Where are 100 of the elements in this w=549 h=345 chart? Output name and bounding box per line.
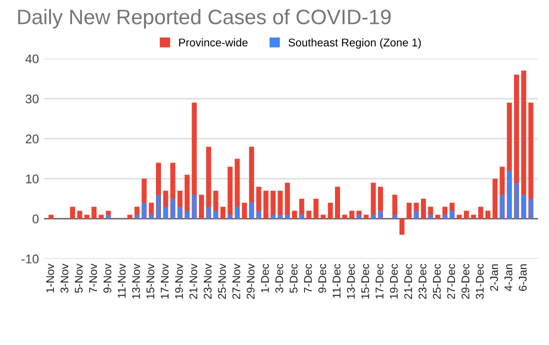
x-tick-label: 15-Dec <box>361 264 370 299</box>
bar <box>149 214 154 219</box>
bar <box>456 214 462 219</box>
x-tick-label: 3-Nov <box>60 264 68 293</box>
bar <box>77 210 82 219</box>
x-tick-label: 19-Dec <box>390 264 398 299</box>
bar <box>48 214 54 219</box>
x-tick-label: 11-Nov <box>118 264 126 298</box>
y-tick-label: 10 <box>26 174 39 184</box>
y-tick-label: 40 <box>25 54 39 64</box>
legend-label: Province-wide <box>179 38 248 46</box>
x-tick-label: 6-Jan <box>518 264 527 291</box>
x-tick-label: 21-Dec <box>404 264 412 299</box>
bar <box>435 214 440 219</box>
bar <box>364 214 369 219</box>
bar <box>500 194 504 219</box>
x-tick-label: 11-Dec <box>332 264 340 298</box>
bar <box>192 194 196 219</box>
bar <box>428 214 433 219</box>
bar <box>314 198 319 219</box>
bar <box>300 214 304 219</box>
bar <box>471 214 476 219</box>
bar <box>464 210 469 219</box>
x-tick-label: 31-Dec <box>476 264 484 300</box>
bar <box>263 190 268 219</box>
x-tick-label: 13-Dec <box>346 264 355 299</box>
bar <box>406 202 412 219</box>
x-tick-label: 9-Dec <box>318 264 326 293</box>
y-tick-label: 0 <box>32 214 39 224</box>
bar <box>328 202 333 219</box>
x-tick-label: 25-Nov <box>218 264 226 299</box>
bar <box>371 214 376 219</box>
legend-label: Southeast Region (Zone 1) <box>288 38 421 49</box>
bar <box>228 214 232 219</box>
bar <box>220 206 226 219</box>
y-tick-label: -10 <box>22 254 39 264</box>
bar <box>164 206 168 219</box>
y-tick-label: 30 <box>26 94 39 104</box>
x-tick-label: 17-Dec <box>376 264 384 299</box>
x-tick-label: 7-Dec <box>304 264 312 293</box>
x-tick-label: 9-Nov <box>103 264 112 293</box>
x-tick-label: 5-Nov <box>74 264 83 293</box>
bar <box>170 198 175 219</box>
bar <box>514 182 519 219</box>
bar <box>214 210 218 219</box>
x-tick-label: 13-Nov <box>132 264 140 299</box>
bar <box>134 214 140 219</box>
bar <box>185 210 190 219</box>
bar <box>142 202 146 219</box>
x-tick-label: 23-Nov <box>204 264 212 299</box>
bar <box>278 214 282 219</box>
bar <box>485 210 490 219</box>
bar <box>198 194 204 219</box>
x-tick-label: 3-Dec <box>275 264 284 293</box>
bar <box>320 214 326 219</box>
bar <box>378 210 383 219</box>
x-tick-label: 19-Nov <box>175 264 183 299</box>
x-tick-label: 29-Nov <box>246 264 255 299</box>
x-tick-label: 17-Nov <box>160 264 169 299</box>
bar <box>235 206 240 219</box>
bar <box>492 178 498 219</box>
bar <box>292 210 298 219</box>
bar <box>478 206 484 219</box>
bar <box>392 214 397 219</box>
chart-title: Daily New Reported Cases of COVID-19 <box>18 9 391 28</box>
x-tick-label: 21-Nov <box>189 264 198 299</box>
bar <box>250 202 254 219</box>
bar <box>84 214 90 219</box>
x-tick-label: 15-Nov <box>146 264 154 299</box>
bar <box>70 206 76 219</box>
x-tick-label: 5-Dec <box>290 264 298 293</box>
bar <box>420 198 426 219</box>
bar <box>285 214 290 219</box>
bar <box>414 210 418 219</box>
x-tick-label: 4-Jan <box>504 264 512 292</box>
x-tick-label: 27-Nov <box>232 264 240 299</box>
bar <box>106 214 110 219</box>
bar <box>127 214 132 219</box>
x-tick-label: 2-Jan <box>490 264 498 291</box>
x-tick-label: 29-Dec <box>462 264 470 299</box>
bar <box>356 214 362 219</box>
x-tick-label: 27-Dec <box>447 264 456 299</box>
bar <box>528 198 533 219</box>
bar <box>450 210 454 219</box>
bar <box>399 218 404 235</box>
x-tick-label: 23-Dec <box>418 264 426 299</box>
bar <box>256 210 261 219</box>
bar <box>98 214 104 219</box>
x-tick-label: 1-Nov <box>46 264 54 292</box>
bar <box>349 210 354 219</box>
bar <box>178 206 182 219</box>
bar <box>242 202 247 219</box>
y-tick-label: 20 <box>26 134 39 144</box>
bar <box>522 194 526 219</box>
x-tick-label: 25-Dec <box>432 264 441 299</box>
bar <box>335 186 340 219</box>
bar <box>206 206 211 219</box>
bar <box>156 194 161 219</box>
bar <box>228 166 233 219</box>
x-tick-label: 1-Dec <box>261 264 269 292</box>
